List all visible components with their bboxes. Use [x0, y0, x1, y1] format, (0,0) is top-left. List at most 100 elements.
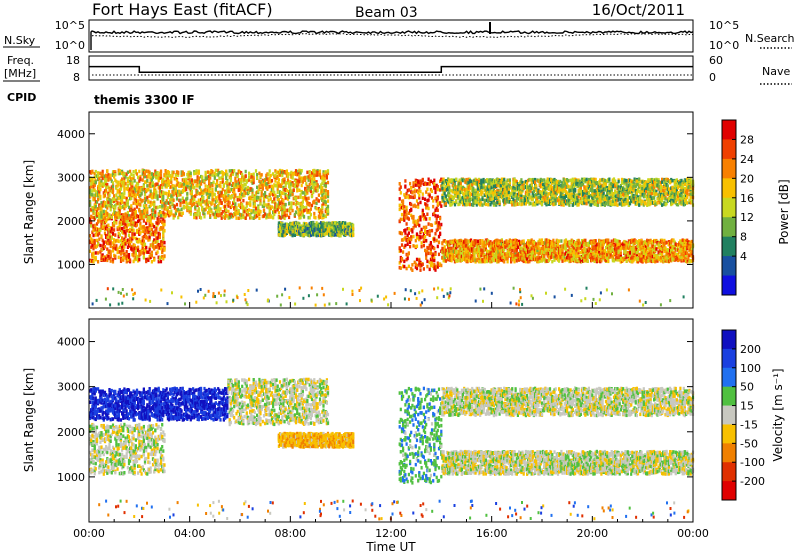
power-cell: [161, 243, 163, 247]
power-cell: [115, 244, 117, 248]
power-cell: [151, 172, 153, 176]
power-panel: 4000300020001000 Slant Range [km] 282420…: [22, 112, 791, 308]
power-cell: [199, 212, 201, 216]
power-cell: [400, 218, 402, 222]
power-cell: [409, 245, 411, 249]
power-cell: [91, 170, 93, 174]
power-cell: [133, 174, 135, 178]
power-cell: [292, 209, 294, 213]
cpid-text: themis 3300 IF: [94, 93, 195, 107]
power-cell: [153, 225, 155, 229]
power-cell: [159, 236, 161, 240]
power-cell: [298, 189, 300, 193]
noise-left-tick-top: 10^5: [55, 19, 85, 32]
power-cell: [286, 189, 288, 193]
power-cell: [425, 256, 427, 260]
power-cell: [249, 203, 251, 207]
power-cell: [431, 224, 433, 228]
power-cell: [344, 221, 346, 225]
power-cell: [422, 178, 424, 182]
power-cell: [102, 170, 104, 174]
power-cell: [416, 232, 418, 236]
power-cell: [99, 195, 101, 199]
power-cell: [134, 179, 136, 183]
power-cell: [152, 181, 154, 185]
power-cell: [179, 204, 181, 208]
power-cell: [414, 190, 416, 194]
power-cell: [217, 191, 219, 195]
power-cell: [119, 233, 121, 237]
power-cell: [298, 180, 300, 184]
power-cell: [106, 212, 108, 216]
power-cell: [439, 188, 441, 192]
power-cell: [429, 268, 431, 272]
power-cell: [146, 207, 148, 211]
power-cell: [111, 227, 113, 231]
power-cell: [123, 245, 125, 249]
power-cell: [112, 181, 114, 185]
power-cell: [257, 196, 259, 200]
power-cell: [258, 172, 260, 176]
power-cell: [568, 256, 570, 260]
power-cell: [233, 169, 235, 173]
power-cell: [242, 216, 244, 220]
power-cell: [325, 200, 327, 204]
power-cell: [318, 199, 320, 203]
power-cell: [422, 192, 424, 196]
power-cell: [258, 217, 260, 221]
power-cell: [253, 176, 255, 180]
power-cell: [261, 191, 263, 195]
power-cell: [163, 207, 165, 211]
power-cell: [310, 213, 312, 217]
power-cell: [251, 194, 253, 198]
power-cell: [428, 222, 430, 226]
power-cell: [92, 252, 94, 256]
power-cell: [203, 215, 205, 219]
noise-sky-trace: [91, 31, 693, 50]
power-cell: [97, 198, 99, 202]
power-cell: [408, 227, 410, 231]
power-cell: [138, 186, 140, 190]
power-cell: [97, 242, 99, 246]
power-cell: [205, 171, 207, 175]
power-cell: [171, 174, 173, 178]
power-cell: [178, 190, 180, 194]
power-cell: [234, 203, 236, 207]
power-cell: [113, 198, 115, 202]
power-cell: [270, 174, 272, 178]
power-cell: [300, 216, 302, 220]
power-cell: [401, 257, 403, 261]
power-cell: [97, 260, 99, 264]
power-cell: [95, 233, 97, 237]
power-cell: [399, 197, 401, 201]
power-cell: [246, 201, 248, 205]
power-cell: [198, 176, 200, 180]
power-cell: [215, 169, 217, 173]
power-cell: [233, 188, 235, 192]
power-cell: [137, 182, 139, 186]
power-cell: [429, 217, 431, 221]
power-cell: [431, 190, 433, 194]
power-cell: [416, 245, 418, 249]
power-cell: [136, 214, 138, 218]
power-cell: [149, 216, 151, 220]
power-cell: [437, 228, 439, 232]
noise-panel-frame: [89, 20, 693, 52]
power-cell: [91, 206, 93, 210]
power-cell: [278, 178, 280, 182]
power-cell: [302, 200, 304, 204]
power-cell: [127, 184, 129, 188]
power-cell: [113, 244, 115, 248]
power-cell: [183, 172, 185, 176]
power-cell: [133, 229, 135, 233]
power-cell: [408, 188, 410, 192]
power-cell: [133, 201, 135, 205]
power-cell: [154, 210, 156, 214]
power-cell: [197, 181, 199, 185]
power-cell: [241, 173, 243, 177]
power-cell: [290, 204, 292, 208]
power-cell: [130, 173, 132, 177]
power-cell: [127, 223, 129, 227]
power-cell: [352, 227, 354, 231]
power-cell: [424, 235, 426, 239]
